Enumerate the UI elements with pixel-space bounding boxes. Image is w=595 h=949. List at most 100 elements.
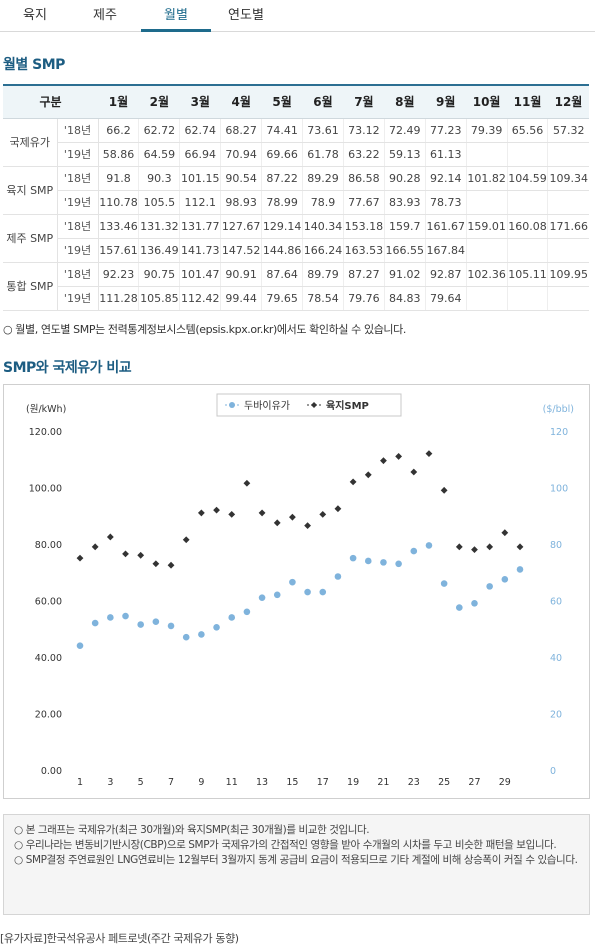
table-cell: 79.64: [424, 286, 467, 311]
mainland-smp-point: [76, 554, 84, 562]
table-cell: 89.79: [302, 262, 344, 287]
table-cell: 87.64: [261, 262, 303, 287]
table-cell: 91.8: [97, 166, 139, 191]
tab-bar: 육지 제주 월별 연도별: [0, 0, 595, 32]
table-cell: 140.34: [302, 214, 344, 239]
table-cell: [506, 286, 548, 311]
legend-marker-dubai: [229, 402, 235, 408]
mainland-smp-point: [213, 506, 220, 514]
table-cell: [465, 190, 508, 215]
table-cell: 66.94: [179, 142, 221, 167]
table-cell: 74.41: [261, 118, 303, 143]
tab-yearly[interactable]: 연도별: [228, 8, 264, 23]
table-cell: 64.59: [138, 142, 180, 167]
table-cell: 87.27: [342, 262, 385, 287]
row-year: '18년: [57, 166, 99, 191]
table-cell: 66.2: [97, 118, 139, 143]
table-cell: 167.84: [424, 238, 467, 263]
legend-marker-smp: [311, 402, 317, 408]
row-category: 통합 SMP: [3, 262, 58, 311]
header-month: 1월: [98, 84, 139, 119]
row-year: '19년: [57, 286, 99, 311]
table-cell: 144.86: [261, 238, 303, 263]
monthly-smp-title: 월별 SMP: [3, 57, 65, 73]
mainland-smp-point: [455, 543, 463, 551]
mainland-smp-point: [425, 450, 433, 457]
header-month: 2월: [138, 84, 180, 119]
dubai-oil-point: [91, 619, 99, 627]
dubai-oil-point: [76, 642, 84, 649]
mainland-smp-point: [289, 513, 296, 521]
tab-monthly[interactable]: 월별: [141, 0, 211, 32]
header-month: 6월: [302, 84, 344, 119]
table-row: '19년 111.28 105.85 112.42 99.44 79.65 78.54 79.…: [3, 286, 589, 311]
dubai-oil-point: [380, 559, 387, 566]
mainland-smp-point: [122, 550, 129, 558]
x-tick-label: 23: [408, 777, 420, 788]
table-cell: 127.67: [220, 214, 262, 239]
table-cell: 70.94: [220, 142, 262, 167]
table-cell: 166.24: [302, 238, 344, 263]
y-right-tick-label: 120: [550, 427, 568, 438]
table-cell: [465, 286, 508, 311]
table-cell: 90.75: [138, 262, 180, 287]
row-year: '18년: [57, 262, 99, 287]
mainland-smp-point: [91, 543, 99, 551]
dubai-oil-point: [137, 621, 144, 628]
table-row: '19년 157.61 136.49 141.73 147.52 144.86 166.24…: [3, 238, 589, 263]
table-cell: 78.99: [261, 190, 303, 215]
mainland-smp-point: [243, 479, 251, 487]
table-cell: 92.87: [424, 262, 467, 287]
row-year: '19년: [57, 190, 99, 215]
x-tick-label: 27: [468, 777, 480, 788]
table-cell: 77.23: [424, 118, 467, 143]
y-right-unit-label: ($/bbl): [543, 404, 574, 415]
dubai-oil-point: [304, 588, 311, 596]
x-tick-label: 25: [438, 777, 450, 788]
table-cell: 62.74: [179, 118, 221, 143]
tab-jeju[interactable]: 제주: [93, 8, 117, 23]
header-month: 11월: [507, 84, 548, 119]
table-cell: 147.52: [220, 238, 262, 263]
mainland-smp-point: [410, 468, 418, 476]
table-cell: 105.5: [138, 190, 180, 215]
table-cell: 98.93: [220, 190, 262, 215]
table-cell: [506, 190, 548, 215]
table-cell: 157.61: [97, 238, 139, 263]
dubai-oil-point: [486, 583, 493, 590]
table-cell: 87.22: [261, 166, 303, 191]
info-line: ○ SMP결정 주연료원인 LNG연료비는 12월부터 3월까지 동계 공급비 …: [14, 854, 578, 866]
table-cell: 90.54: [220, 166, 262, 191]
header-category: 구분: [3, 84, 98, 119]
info-line: ○ 우리나라는 변동비기반시장(CBP)으로 SMP가 국제유가의 간접적인 영…: [14, 839, 557, 851]
mainland-smp-point: [273, 519, 281, 527]
table-cell: 73.61: [302, 118, 344, 143]
table-cell: 104.59: [506, 166, 548, 191]
table-cell: 86.58: [342, 166, 385, 191]
table-cell: [547, 142, 589, 167]
table-cell: 171.66: [547, 214, 589, 239]
x-tick-label: 15: [286, 777, 298, 788]
table-row: 통합 SMP '18년 92.23 90.75 101.47 90.91 87.64 89.7…: [3, 262, 589, 311]
table-cell: 73.12: [342, 118, 385, 143]
mainland-smp-point: [319, 510, 327, 518]
mainland-smp-point: [486, 543, 494, 551]
header-month: 8월: [384, 84, 426, 119]
table-cell: 129.14: [261, 214, 303, 239]
table-cell: 79.39: [465, 118, 508, 143]
chart-svg: 0.00 0 20.00 20 40.00 40 60.00 60 80.00 80 100.00 1…: [26, 393, 574, 788]
x-tick-label: 13: [256, 777, 268, 788]
table-cell: 90.91: [220, 262, 262, 287]
header-month: 10월: [466, 84, 508, 119]
y-left-tick-label: 120.00: [29, 427, 62, 438]
row-year: '18년: [57, 214, 99, 239]
table-cell: 89.29: [302, 166, 344, 191]
mainland-smp-point: [349, 478, 357, 486]
y-left-tick-label: 20.00: [35, 710, 62, 721]
table-cell: 159.01: [465, 214, 508, 239]
tab-mainland[interactable]: 육지: [23, 8, 47, 23]
dubai-oil-point: [258, 594, 266, 601]
x-tick-label: 9: [198, 777, 204, 788]
dubai-oil-point: [107, 614, 114, 621]
row-category: 국제유가: [3, 118, 58, 167]
